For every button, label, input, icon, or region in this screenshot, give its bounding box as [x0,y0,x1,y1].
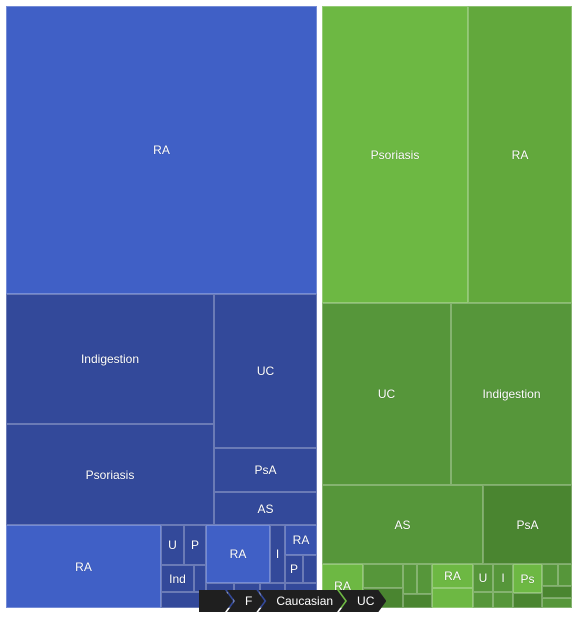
treemap-tile-i[interactable]: I [270,525,285,583]
treemap-tile-small[interactable] [417,564,432,594]
breadcrumb-item-uc[interactable]: UC [339,590,386,612]
treemap-tile-u[interactable]: U [473,564,493,592]
treemap-tile-small[interactable] [363,564,403,588]
treemap-tile-label: AS [257,501,274,516]
treemap-tile-ra[interactable]: RA [285,525,317,555]
treemap-tile-label: Psoriasis [370,147,420,162]
treemap-tile-small[interactable] [513,593,542,608]
treemap-tile-uc[interactable]: UC [214,294,317,448]
breadcrumb-item-caucasian[interactable]: Caucasian [258,590,345,612]
treemap-tile-label: U [478,571,488,585]
treemap-tile-psoriasis[interactable]: Psoriasis [322,6,468,303]
treemap-tile-psoriasis[interactable]: Psoriasis [6,424,214,525]
treemap-tile-small[interactable] [493,592,513,608]
treemap-tile-label: P [190,538,199,552]
treemap-tile-label: PsA [254,463,277,477]
treemap-tile-uc[interactable]: UC [322,303,451,485]
treemap-tile-label: RA [292,533,310,547]
treemap-tile-psa[interactable]: PsA [214,448,317,492]
treemap-tile-as[interactable]: AS [322,485,483,564]
treemap-tile-label: I [275,547,280,561]
treemap-tile-small[interactable] [542,586,572,598]
treemap-tile-label: Ind [169,571,186,586]
treemap-tile-ra[interactable]: RA [6,525,161,608]
treemap-tile-label: Psoriasis [85,467,135,482]
breadcrumb-root[interactable] [199,590,233,612]
treemap-tile-psa[interactable]: PsA [483,485,572,564]
treemap-tile-label: I [501,571,505,585]
treemap-tile-ra[interactable]: RA [6,6,317,294]
treemap-tile-label: U [168,538,177,552]
treemap-tile-label: PsA [516,517,539,532]
treemap-tile-small[interactable] [403,594,432,608]
treemap-tile-label: Indigestion [482,387,541,401]
treemap-tile-ra[interactable]: RA [206,525,270,583]
treemap-tile-p[interactable]: P [285,555,303,583]
treemap-tile-small[interactable] [558,564,572,586]
treemap-tile-label: AS [394,517,411,532]
treemap-tile-small[interactable] [473,592,493,608]
treemap-tile-label: UC [256,364,275,378]
treemap-tile-small[interactable] [194,565,206,592]
treemap-tile-ra[interactable]: RA [468,6,572,303]
treemap-tile-u[interactable]: U [161,525,184,565]
treemap-tile-label: Ps [520,571,535,586]
treemap-tile-indigestion[interactable]: Indigestion [6,294,214,424]
treemap-tile-small[interactable] [542,564,558,586]
treemap-tile-small[interactable] [403,564,417,594]
treemap-tile-small[interactable] [303,555,317,583]
treemap-tile-ps[interactable]: Ps [513,564,542,593]
treemap-tile-ind[interactable]: Ind [161,565,194,592]
treemap-tile-ra[interactable]: RA [432,564,473,588]
treemap-tile-label: RA [444,569,461,583]
treemap-tile-i[interactable]: I [493,564,513,592]
treemap-tile-label: P [289,562,298,576]
treemap-tile-indigestion[interactable]: Indigestion [451,303,572,485]
breadcrumb-item-f[interactable]: F [227,590,264,612]
treemap-tile-as[interactable]: AS [214,492,317,525]
breadcrumb: F Caucasian UC [199,590,386,612]
treemap-tile-label: RA [75,559,92,574]
treemap-tile-label: RA [511,147,529,162]
treemap-tile-small[interactable] [432,588,473,608]
treemap-tile-p[interactable]: P [184,525,206,565]
treemap-tile-label: RA [153,143,170,157]
treemap-tile-label: Indigestion [80,352,140,366]
treemap-tile-label: RA [229,547,247,561]
treemap-tile-label: UC [377,387,396,401]
treemap-tile-small[interactable] [542,598,572,608]
